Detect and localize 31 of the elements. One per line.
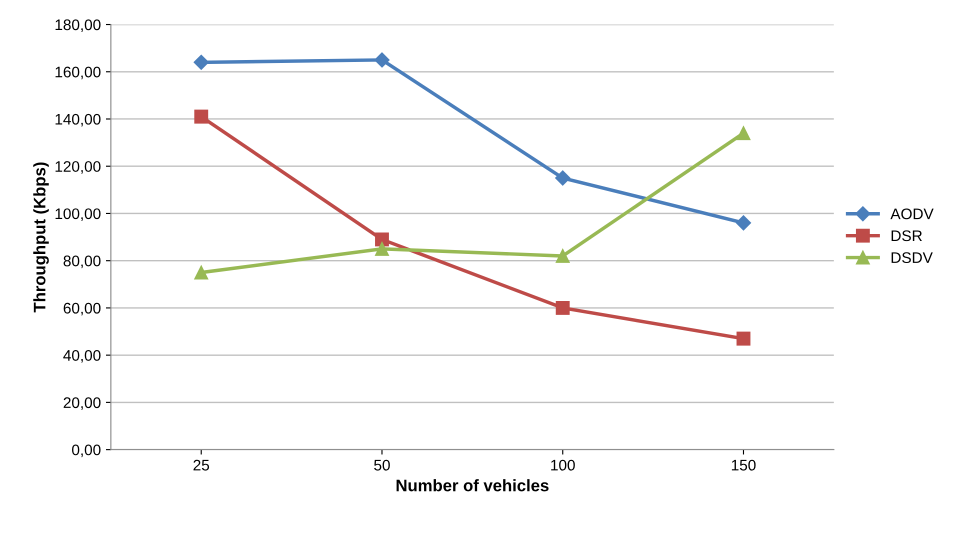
point	[556, 249, 570, 263]
y-tick-label: 40,00	[63, 350, 101, 363]
point	[194, 266, 208, 280]
point	[374, 52, 390, 68]
y-tick-label: 180,00	[56, 19, 101, 32]
y-axis-title: Throughput (Kbps)	[33, 162, 49, 312]
point	[194, 110, 208, 124]
point	[194, 54, 209, 70]
legend-label: DSDV	[892, 252, 933, 264]
x-tick-label: 100	[551, 460, 575, 471]
point	[375, 242, 389, 256]
x-axis-title: Number of vehicles	[396, 479, 549, 492]
x-tick-label: 25	[194, 460, 210, 471]
x-tick-label: 50	[374, 460, 390, 471]
y-tick-label: 0,00	[72, 444, 101, 458]
point	[736, 215, 752, 230]
y-tick-label: 60,00	[64, 302, 101, 316]
point	[736, 332, 750, 346]
y-tick-label: 140,00	[56, 114, 101, 126]
y-tick-label: 120,00	[56, 161, 101, 174]
y-tick-label: 160,00	[56, 66, 101, 80]
point	[375, 232, 389, 246]
legend-label: AODV	[890, 208, 934, 220]
y-tick-label: 100,00	[56, 208, 101, 221]
point	[555, 170, 570, 186]
point	[736, 126, 750, 140]
point	[556, 300, 570, 315]
x-tick-label: 150	[732, 460, 756, 471]
legend-label: DSR	[892, 230, 922, 242]
y-tick-label: 80,00	[64, 256, 101, 268]
y-tick-label: 20,00	[64, 397, 101, 410]
